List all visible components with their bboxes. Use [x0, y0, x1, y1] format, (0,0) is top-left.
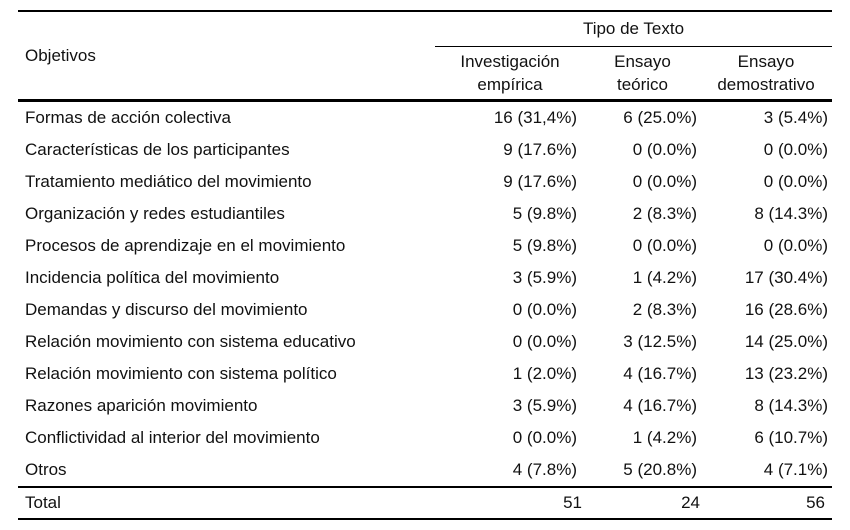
cell-value: 0 (0.0%) — [632, 236, 697, 255]
cell-value: 0 (0.0%) — [632, 140, 697, 159]
total-label: Total — [25, 493, 61, 512]
table-row: Características de los participantes 9 (… — [18, 134, 832, 166]
cell-value: 3 (5.9%) — [512, 268, 577, 287]
cell-value: 3 (12.5%) — [623, 332, 697, 351]
cell-value: 13 (23.2%) — [744, 364, 829, 383]
row-label: Relación movimiento con sistema político — [25, 364, 337, 383]
group-header-tipo-de-texto: Tipo de Texto — [435, 11, 833, 47]
cell-value: 5 (9.8%) — [512, 236, 577, 255]
row-label: Formas de acción colectiva — [25, 108, 231, 127]
cell-value: 0 (0.0%) — [763, 236, 829, 255]
cell-value: 2 (8.3%) — [632, 204, 697, 223]
row-label: Tratamiento mediático del movimiento — [25, 172, 312, 191]
table-row: Relación movimiento con sistema educativ… — [18, 326, 832, 358]
row-header-objetivos: Objetivos — [18, 11, 435, 102]
cell-value: 4 (7.8%) — [512, 460, 577, 479]
table-row: Otros 4 (7.8%) 5 (20.8%) 4 (7.1%) — [18, 454, 832, 487]
cell-value: 9 (17.6%) — [503, 172, 577, 191]
cell-value: 5 (9.8%) — [512, 204, 577, 223]
table-row: Incidencia política del movimiento 3 (5.… — [18, 262, 832, 294]
cell-value: 3 (5.4%) — [763, 108, 829, 127]
total-value: 51 — [563, 493, 582, 512]
cell-value: 0 (0.0%) — [763, 172, 829, 191]
cell-value: 5 (20.8%) — [623, 460, 697, 479]
cell-value: 1 (4.2%) — [632, 428, 697, 447]
row-label: Características de los participantes — [25, 140, 290, 159]
total-value: 56 — [806, 493, 826, 512]
row-label: Incidencia política del movimiento — [25, 268, 280, 287]
cell-value: 0 (0.0%) — [512, 300, 577, 319]
col-header-line: demostrativo — [717, 75, 815, 94]
table-row: Razones aparición movimiento 3 (5.9%) 4 … — [18, 390, 832, 422]
table-row: Relación movimiento con sistema político… — [18, 358, 832, 390]
cell-value: 9 (17.6%) — [503, 140, 577, 159]
table-row: Organización y redes estudiantiles 5 (9.… — [18, 198, 832, 230]
col-header-ensayo-teorico: Ensayo teórico — [585, 46, 700, 102]
table-row: Procesos de aprendizaje en el movimiento… — [18, 230, 832, 262]
row-label: Organización y redes estudiantiles — [25, 204, 285, 223]
cell-value: 8 (14.3%) — [754, 396, 829, 415]
col-header-line: teórico — [616, 75, 669, 94]
cell-value: 1 (4.2%) — [632, 268, 697, 287]
cell-value: 0 (0.0%) — [632, 172, 697, 191]
cell-value: 1 (2.0%) — [512, 364, 577, 383]
cell-value: 17 (30.4%) — [744, 268, 829, 287]
cell-value: 0 (0.0%) — [763, 140, 829, 159]
table-row: Demandas y discurso del movimiento 0 (0.… — [18, 294, 832, 326]
cell-value: 6 (25.0%) — [623, 108, 697, 127]
total-row: Total 51 24 56 — [18, 487, 833, 519]
row-label: Razones aparición movimiento — [25, 396, 258, 415]
col-header-investigacion-empirica: Investigación empírica — [435, 46, 585, 102]
row-label: Relación movimiento con sistema educativ… — [25, 332, 356, 351]
table-row: Tratamiento mediático del movimiento 9 (… — [18, 166, 832, 198]
col-header-line: Ensayo — [737, 52, 795, 71]
row-label: Procesos de aprendizaje en el movimiento — [25, 236, 346, 255]
cell-value: 14 (25.0%) — [744, 332, 829, 351]
group-header-row: Objetivos Tipo de Texto — [18, 11, 833, 102]
cell-value: 0 (0.0%) — [512, 428, 577, 447]
row-label: Otros — [25, 460, 67, 479]
cell-value: 3 (5.9%) — [512, 396, 577, 415]
cell-value: 8 (14.3%) — [754, 204, 829, 223]
cell-value: 2 (8.3%) — [632, 300, 697, 319]
objectives-by-text-type-table: Objetivos Tipo de Texto Investigación emp… — [18, 10, 833, 520]
cell-value: 16 (31,4%) — [493, 108, 577, 127]
col-header-line: empírica — [477, 75, 543, 94]
col-header-line: Investigación — [460, 52, 560, 71]
col-header-ensayo-demostrativo: Ensayo demostrativo — [700, 46, 833, 102]
cell-value: 4 (7.1%) — [763, 460, 829, 479]
col-header-line: Ensayo — [614, 52, 671, 71]
cell-value: 16 (28.6%) — [744, 300, 829, 319]
row-label: Conflictividad al interior del movimient… — [25, 428, 320, 447]
column-header-row: Investigación empírica Ensayo teórico Ensa… — [18, 46, 833, 102]
cell-value: 4 (16.7%) — [623, 364, 697, 383]
table-row: Conflictividad al interior del movimient… — [18, 422, 832, 454]
row-label: Demandas y discurso del movimiento — [25, 300, 308, 319]
cell-value: 6 (10.7%) — [754, 428, 829, 447]
cell-value: 0 (0.0%) — [512, 332, 577, 351]
table-row: Formas de acción colectiva 16 (31,4%) 6 … — [18, 101, 832, 135]
total-value: 24 — [681, 493, 700, 512]
cell-value: 4 (16.7%) — [623, 396, 697, 415]
